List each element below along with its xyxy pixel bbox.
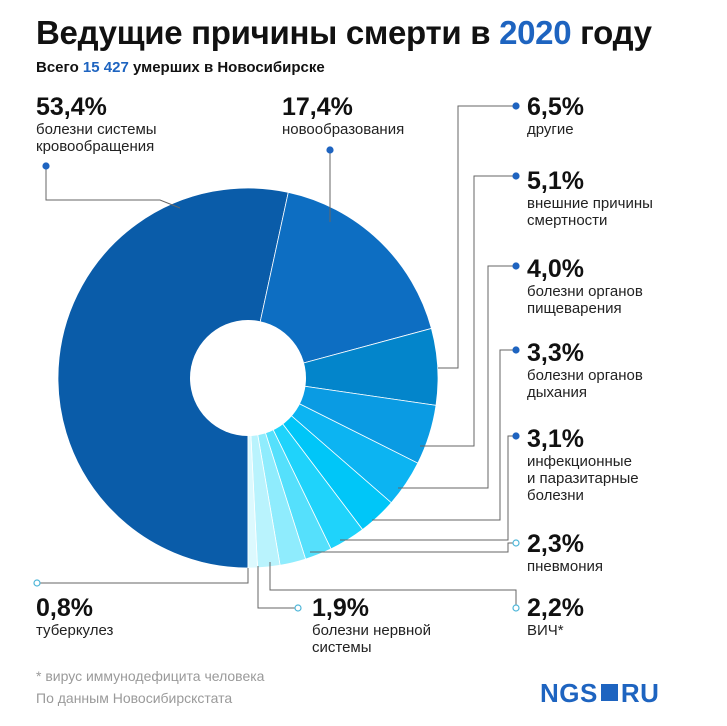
slice-caption-6-1: и паразитарные (527, 470, 639, 487)
leader-dot-8 (512, 604, 520, 612)
slice-percent-6: 3,1% (527, 425, 584, 453)
slice-label-4: 4,0% болезни органов пищеварения (527, 255, 643, 317)
slice-caption-8-0: ВИЧ* (527, 622, 564, 639)
slice-label-2: 6,5% другие (527, 93, 584, 138)
slice-label-3: 5,1% внешние причины смертности (527, 167, 653, 229)
footnote: * вирус иммунодефицита человека (36, 668, 265, 684)
leader-line-3 (420, 175, 516, 447)
slice-caption-0-1: кровообращения (36, 138, 155, 155)
logo-square-icon (600, 684, 618, 701)
ngs-logo: NGS RU (540, 678, 659, 709)
leader-line-10 (37, 568, 249, 584)
leader-line-7 (310, 542, 516, 553)
leader-line-6 (340, 435, 516, 541)
slice-1 (247, 191, 432, 379)
slice-label-1: 17,4% новообразования (282, 93, 404, 138)
subtitle-suffix: умерших в Новосибирске (128, 59, 325, 76)
leader-dot-0 (42, 162, 50, 170)
leader-dot-3 (512, 172, 520, 180)
subtitle-total: 15 427 (82, 59, 129, 76)
slice-caption-9-1: системы (312, 639, 372, 656)
slice-caption-3-1: смертности (527, 212, 608, 229)
subtitle-text: Всего (36, 59, 83, 76)
slice-label-0: 53,4% болезни системы кровообращения (36, 93, 157, 155)
leader-dot-5 (512, 346, 520, 354)
slice-percent-5: 3,3% (527, 339, 584, 367)
slice-label-7: 2,3% пневмония (527, 530, 603, 575)
leader-dot-1 (326, 146, 334, 154)
slice-caption-5-0: болезни органов (527, 367, 643, 384)
subtitle: Всего 15 427 умерших в Новосибирске (36, 59, 325, 76)
slice-percent-2: 6,5% (527, 93, 584, 121)
slice-percent-9: 1,9% (312, 594, 369, 622)
logo-ru: RU (620, 678, 660, 708)
leader-dot-4 (512, 262, 520, 270)
leader-line-2 (438, 105, 516, 369)
slice-caption-9-0: болезни нервной (312, 622, 432, 639)
slice-percent-8: 2,2% (527, 594, 584, 622)
slice-caption-6-0: инфекционные (527, 453, 632, 470)
logo-ngs: NGS (540, 678, 598, 708)
leader-lines (37, 105, 517, 609)
slice-percent-4: 4,0% (527, 255, 584, 283)
slice-label-10: 0,8% туберкулез (36, 594, 113, 639)
slice-caption-4-0: болезни органов (527, 283, 643, 300)
slice-label-9: 1,9% болезни нервной системы (312, 594, 431, 656)
slice-label-6: 3,1% инфекционные и паразитарные болезни (527, 425, 639, 504)
slice-percent-10: 0,8% (36, 594, 93, 622)
title-text: Ведущие причины смерти в (36, 14, 500, 51)
leader-line-8 (269, 562, 517, 608)
title-suffix: году (571, 14, 652, 51)
slice-caption-2-0: другие (527, 121, 574, 138)
leader-dot-9 (294, 604, 302, 612)
donut-hole (190, 320, 306, 436)
slice-caption-10-0: туберкулез (36, 622, 114, 639)
slice-caption-3-0: внешние причины (527, 195, 653, 212)
leader-line-0 (45, 166, 181, 209)
leader-line-4 (398, 265, 516, 489)
leader-line-9 (257, 566, 298, 609)
leader-dot-6 (512, 432, 520, 440)
slice-label-5: 3,3% болезни органов дыхания (527, 339, 643, 401)
slice-label-8: 2,2% ВИЧ* (527, 594, 584, 639)
leader-dot-10 (33, 579, 41, 587)
source-note: По данным Новосибирскстата (36, 690, 233, 706)
slice-percent-1: 17,4% (282, 93, 353, 121)
slice-caption-7-0: пневмония (527, 558, 603, 575)
slice-caption-0-0: болезни системы (36, 121, 157, 138)
leader-dot-2 (512, 102, 520, 110)
page-title: Ведущие причины смерти в 2020 году (36, 14, 652, 52)
title-year: 2020 (499, 14, 572, 51)
slice-caption-6-2: болезни (527, 487, 584, 504)
leader-dots (33, 102, 520, 612)
slice-caption-4-1: пищеварения (527, 300, 622, 317)
leader-dot-7 (512, 539, 520, 547)
slice-percent-0: 53,4% (36, 93, 107, 121)
slice-0 (57, 187, 289, 569)
slice-caption-1-0: новообразования (282, 121, 405, 138)
slice-percent-7: 2,3% (527, 530, 584, 558)
slice-caption-5-1: дыхания (527, 384, 587, 401)
leader-line-5 (372, 349, 516, 521)
slice-percent-3: 5,1% (527, 167, 584, 195)
